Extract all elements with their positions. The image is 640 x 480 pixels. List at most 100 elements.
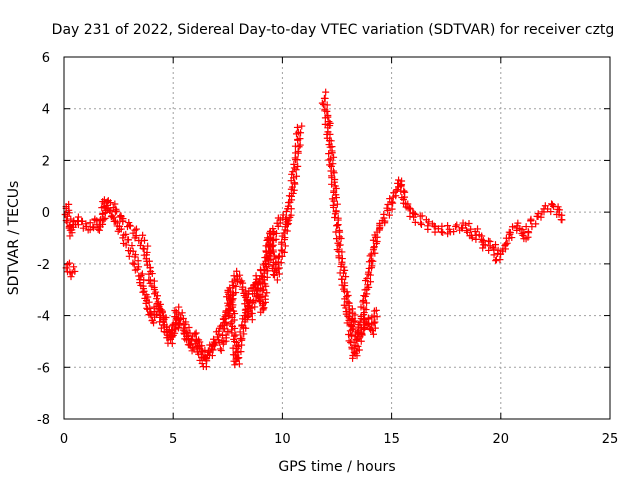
data-point <box>281 242 289 250</box>
data-point <box>328 147 336 155</box>
data-point <box>270 228 278 236</box>
data-point <box>215 336 223 344</box>
data-point <box>285 192 293 200</box>
data-point <box>431 228 439 236</box>
data-point <box>119 215 127 223</box>
data-point <box>373 313 381 321</box>
data-point <box>158 307 166 315</box>
data-point <box>269 241 277 249</box>
data-point <box>139 231 147 239</box>
data-point <box>262 282 270 290</box>
data-point <box>290 174 298 182</box>
y-axis-label: SDTVAR / TECUs <box>6 181 22 296</box>
data-point <box>293 172 301 180</box>
data-point <box>520 235 528 243</box>
data-point <box>153 311 161 319</box>
data-point <box>132 251 140 259</box>
data-point <box>188 344 196 352</box>
data-points <box>61 88 566 371</box>
data-point <box>453 221 461 229</box>
data-point <box>383 204 391 212</box>
data-point <box>241 318 249 326</box>
data-point <box>360 325 368 333</box>
data-point <box>338 260 346 268</box>
y-tick-label: 6 <box>42 51 50 66</box>
data-point <box>228 329 236 337</box>
data-point <box>331 210 339 218</box>
data-point <box>106 207 114 215</box>
data-point <box>350 318 358 326</box>
data-point <box>527 215 535 223</box>
data-point <box>66 226 74 234</box>
data-point <box>287 205 295 213</box>
data-point <box>275 264 283 272</box>
data-point <box>168 332 176 340</box>
data-point <box>367 250 375 258</box>
data-point <box>389 199 397 207</box>
x-tick-label: 20 <box>493 432 510 447</box>
data-point <box>138 270 146 278</box>
data-point <box>232 331 240 339</box>
data-point <box>292 166 300 174</box>
data-point <box>265 247 273 255</box>
data-point <box>439 229 447 237</box>
data-point <box>289 189 297 197</box>
data-point <box>222 334 230 342</box>
data-point <box>271 271 279 279</box>
data-point <box>232 282 240 290</box>
data-point <box>328 180 336 188</box>
data-point <box>425 218 433 226</box>
data-point <box>336 241 344 249</box>
data-point <box>349 325 357 333</box>
data-point <box>346 308 354 316</box>
data-point <box>280 236 288 244</box>
data-point <box>222 307 230 315</box>
data-point <box>192 337 200 345</box>
data-point <box>452 223 460 231</box>
data-point <box>145 298 153 306</box>
data-point <box>287 211 295 219</box>
data-point <box>111 200 119 208</box>
data-point <box>363 274 371 282</box>
data-point <box>67 273 75 281</box>
data-point <box>261 265 269 273</box>
y-tick-label: -2 <box>37 258 50 273</box>
data-point <box>318 99 326 107</box>
data-point <box>139 282 147 290</box>
data-point <box>465 219 473 227</box>
data-point <box>140 245 148 253</box>
data-point <box>362 306 370 314</box>
data-point <box>395 176 403 184</box>
data-point <box>193 343 201 351</box>
data-point <box>404 204 412 212</box>
data-point <box>370 244 378 252</box>
data-point <box>332 194 340 202</box>
data-point <box>360 292 368 300</box>
data-point <box>150 277 158 285</box>
data-point <box>146 276 154 284</box>
data-point <box>347 332 355 340</box>
data-point <box>248 303 256 311</box>
data-point <box>486 238 494 246</box>
data-point <box>532 220 540 228</box>
data-point <box>122 241 130 249</box>
data-point <box>189 332 197 340</box>
data-point <box>230 335 238 343</box>
data-point <box>201 353 209 361</box>
data-point <box>153 300 161 308</box>
data-point <box>401 188 409 196</box>
data-point <box>325 141 333 149</box>
data-point <box>248 309 256 317</box>
data-point <box>221 313 229 321</box>
data-point <box>485 246 493 254</box>
data-point <box>101 214 109 222</box>
data-point <box>269 271 277 279</box>
data-point <box>226 301 234 309</box>
data-point <box>187 340 195 348</box>
data-point <box>369 330 377 338</box>
data-point <box>417 219 425 227</box>
data-point <box>280 248 288 256</box>
data-point <box>162 313 170 321</box>
data-point <box>261 259 269 267</box>
data-point <box>273 276 281 284</box>
